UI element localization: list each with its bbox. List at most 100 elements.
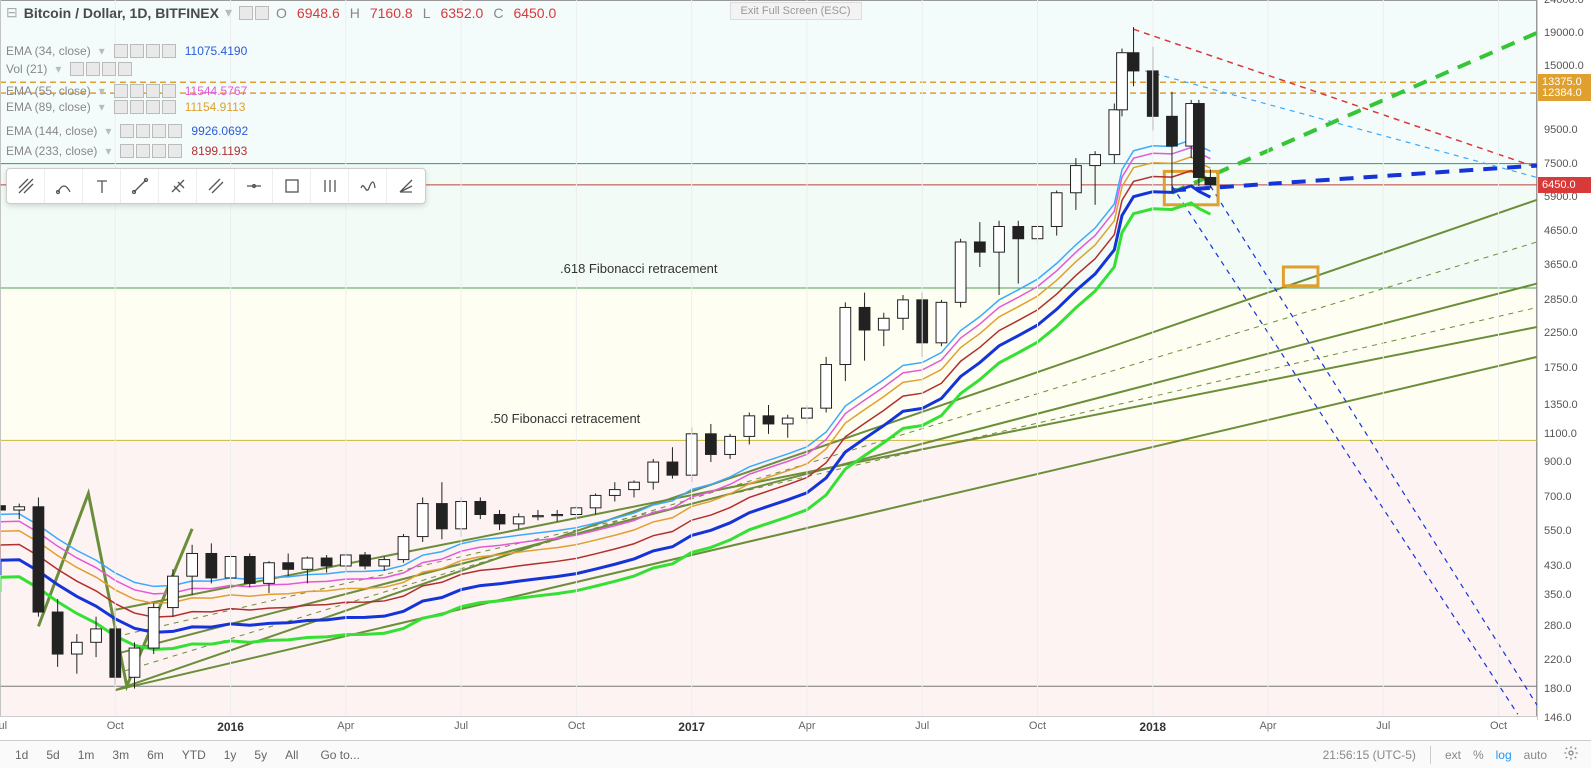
x-tick: Apr (1259, 720, 1276, 732)
close-icon[interactable] (168, 124, 182, 138)
tool-rect[interactable] (273, 169, 311, 203)
close-icon[interactable] (168, 144, 182, 158)
settings-icon[interactable] (130, 84, 144, 98)
fib-annotation: .618 Fibonacci retracement (560, 261, 718, 276)
eye-icon[interactable] (114, 100, 128, 114)
y-tick: 280.0 (1544, 620, 1572, 632)
range-3m[interactable]: 3m (103, 744, 138, 766)
chart-header: ⊟ Bitcoin / Dollar, 1D, BITFINEX ▾ O6948… (6, 4, 566, 21)
more-icon[interactable] (146, 44, 160, 58)
y-tick: 146.0 (1544, 712, 1572, 724)
more-icon[interactable] (146, 84, 160, 98)
x-tick: Oct (568, 720, 585, 732)
price-tag: 6450.0 (1538, 177, 1591, 193)
close-icon[interactable] (118, 62, 132, 76)
symbol-title[interactable]: Bitcoin / Dollar, 1D, BITFINEX (24, 5, 219, 21)
scale-log[interactable]: log (1490, 745, 1518, 765)
more-icon[interactable] (152, 144, 166, 158)
indicator-value: 9926.0692 (191, 124, 248, 138)
eye-icon[interactable] (120, 144, 134, 158)
x-tick: Jul (454, 720, 468, 732)
tool-hline[interactable] (235, 169, 273, 203)
exit-fullscreen-button[interactable]: Exit Full Screen (ESC) (729, 2, 861, 20)
x-tick: Oct (1490, 720, 1507, 732)
indicator-value: 11544.5767 (185, 84, 248, 98)
y-tick: 1350.0 (1544, 399, 1578, 411)
chart-container (0, 0, 1591, 768)
time-axis[interactable]: JulOct2016AprJulOct2017AprJulOct2018AprJ… (0, 716, 1537, 738)
more-icon[interactable] (255, 6, 269, 20)
eye-icon[interactable] (114, 84, 128, 98)
range-5y[interactable]: 5y (245, 744, 276, 766)
chevron-down-icon[interactable]: ▾ (99, 100, 105, 114)
chevron-down-icon[interactable]: ▾ (105, 124, 111, 138)
settings-icon[interactable] (136, 124, 150, 138)
y-tick: 180.0 (1544, 683, 1572, 695)
chevron-down-icon[interactable]: ▾ (99, 44, 105, 58)
y-tick: 15000.0 (1544, 60, 1584, 72)
more-icon[interactable] (152, 124, 166, 138)
tool-bars[interactable] (311, 169, 349, 203)
y-tick: 220.0 (1544, 654, 1572, 666)
close-icon[interactable] (162, 84, 176, 98)
chart-canvas[interactable] (0, 0, 1591, 768)
indicator-value: 8199.1193 (191, 144, 247, 158)
tool-pitchfork[interactable] (159, 169, 197, 203)
more-icon[interactable] (146, 100, 160, 114)
range-5d[interactable]: 5d (37, 744, 68, 766)
settings-icon[interactable] (86, 62, 100, 76)
scale-%[interactable]: % (1467, 745, 1490, 765)
range-All[interactable]: All (276, 744, 307, 766)
y-tick: 2850.0 (1544, 294, 1578, 306)
range-1y[interactable]: 1y (215, 744, 246, 766)
gear-icon[interactable] (1557, 745, 1585, 764)
more-icon[interactable] (102, 62, 116, 76)
y-tick: 1100.0 (1544, 428, 1577, 440)
eye-icon[interactable] (120, 124, 134, 138)
tool-wave[interactable] (349, 169, 387, 203)
chevron-down-icon[interactable]: ▾ (55, 62, 61, 76)
goto-button[interactable]: Go to... (311, 744, 368, 766)
drawing-toolbar (6, 168, 426, 204)
range-YTD[interactable]: YTD (173, 744, 215, 766)
x-tick: Apr (798, 720, 815, 732)
y-tick: 2250.0 (1544, 327, 1578, 339)
tool-rays[interactable] (387, 169, 425, 203)
close-icon[interactable] (162, 100, 176, 114)
y-tick: 700.0 (1544, 491, 1572, 503)
y-tick: 24000.0 (1544, 0, 1584, 6)
dropdown-icon[interactable]: ▾ (225, 4, 232, 21)
eye-icon[interactable] (70, 62, 84, 76)
eye-icon[interactable] (114, 44, 128, 58)
indicator-value: 11075.4190 (185, 44, 248, 58)
tool-line[interactable] (121, 169, 159, 203)
settings-icon[interactable] (130, 100, 144, 114)
chevron-down-icon[interactable]: ▾ (99, 84, 105, 98)
collapse-icon[interactable]: ⊟ (6, 4, 18, 21)
settings-icon[interactable] (136, 144, 150, 158)
range-1d[interactable]: 1d (6, 744, 37, 766)
chevron-down-icon[interactable]: ▾ (105, 144, 111, 158)
settings-icon[interactable] (130, 44, 144, 58)
tool-text[interactable] (83, 169, 121, 203)
indicator-label: EMA (34, close) (6, 44, 91, 58)
indicator-ema-89-close-: EMA (89, close)▾11154.9113 (6, 100, 245, 114)
price-axis[interactable]: 24000.019000.015000.013375.012384.09500.… (1537, 0, 1591, 720)
settings-icon[interactable] (239, 6, 253, 20)
tool-brush[interactable] (45, 169, 83, 203)
range-1m[interactable]: 1m (69, 744, 104, 766)
x-tick: Oct (107, 720, 124, 732)
y-tick: 1750.0 (1544, 362, 1578, 374)
range-6m[interactable]: 6m (138, 744, 173, 766)
y-tick: 3650.0 (1544, 259, 1578, 271)
close-icon[interactable] (162, 44, 176, 58)
y-tick: 19000.0 (1544, 27, 1584, 39)
scale-auto[interactable]: auto (1518, 745, 1553, 765)
tool-trendlines[interactable] (7, 169, 45, 203)
indicator-vol-21-: Vol (21) ▾ (6, 62, 133, 76)
indicator-ema-144-close-: EMA (144, close)▾9926.0692 (6, 124, 248, 138)
x-tick: 2017 (678, 720, 705, 734)
tool-channel[interactable] (197, 169, 235, 203)
indicator-label: Vol (21) (6, 62, 47, 76)
scale-ext[interactable]: ext (1439, 745, 1467, 765)
